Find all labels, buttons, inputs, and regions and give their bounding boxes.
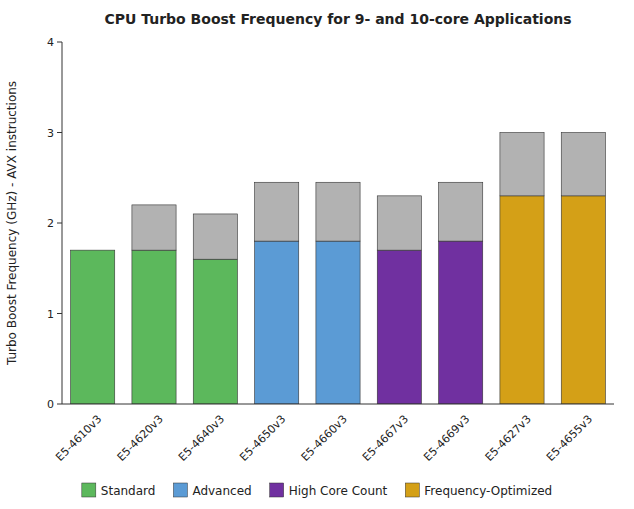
x-tick-label: E5-4669v3 (421, 413, 472, 464)
legend-swatch (173, 483, 187, 497)
y-axis: 0 1 2 3 4 (47, 36, 62, 411)
x-tick-label: E5-4627v3 (483, 413, 534, 464)
bars (71, 133, 606, 405)
y-tick-label: 4 (47, 36, 54, 49)
bar-segment (316, 241, 360, 404)
y-tick-label: 1 (47, 308, 54, 321)
bar-segment (132, 250, 176, 404)
bar-segment (71, 250, 115, 251)
x-tick-label: E5-4610v3 (53, 413, 104, 464)
legend-swatch (405, 483, 419, 497)
bar-segment (500, 133, 544, 196)
x-tick-label: E5-4655v3 (544, 413, 595, 464)
x-tick-label: E5-4667v3 (360, 413, 411, 464)
x-axis-line (62, 404, 614, 405)
legend-label: Frequency-Optimized (424, 484, 552, 498)
legend-swatch (270, 483, 284, 497)
legend-item: Frequency-Optimized (405, 483, 552, 498)
bar-segment (132, 205, 176, 250)
bar-segment (316, 182, 360, 241)
y-tick (57, 313, 62, 314)
legend-item: Advanced (173, 483, 251, 498)
bar-segment (561, 196, 605, 404)
bar-segment (193, 259, 237, 404)
legend-swatch (82, 483, 96, 497)
y-axis-label: Turbo Boost Frequency (GHz) - AVX instru… (5, 81, 19, 366)
bar-segment (255, 182, 299, 241)
bar-segment (561, 133, 605, 196)
legend: Standard Advanced High Core Count Frequency… (82, 483, 552, 498)
y-tick (57, 223, 62, 224)
bar-segment (439, 241, 483, 404)
x-tick-label: E5-4650v3 (237, 413, 288, 464)
y-tick (57, 42, 62, 43)
legend-item: High Core Count (270, 483, 388, 498)
y-tick-label: 0 (47, 398, 54, 411)
y-tick-label: 3 (47, 127, 54, 140)
legend-label: High Core Count (289, 484, 388, 498)
legend-item: Standard (82, 483, 156, 498)
legend-label: Advanced (192, 484, 251, 498)
chart: CPU Turbo Boost Frequency for 9- and 10-… (0, 0, 634, 509)
legend-label: Standard (101, 484, 156, 498)
bar-segment (439, 182, 483, 241)
bar-segment (377, 250, 421, 404)
bar-segment (193, 214, 237, 259)
title: CPU Turbo Boost Frequency for 9- and 10-… (104, 11, 571, 27)
x-tick-label: E5-4640v3 (176, 413, 227, 464)
x-tick-label: E5-4620v3 (115, 413, 166, 464)
x-axis: E5-4610v3E5-4620v3E5-4640v3E5-4650v3E5-4… (53, 404, 614, 464)
y-tick (57, 404, 62, 405)
bar-segment (377, 196, 421, 250)
bar-segment (71, 250, 115, 404)
y-tick-label: 2 (47, 217, 54, 230)
y-tick (57, 132, 62, 133)
bar-segment (500, 196, 544, 404)
bar-segment (255, 241, 299, 404)
x-tick-label: E5-4660v3 (299, 413, 350, 464)
